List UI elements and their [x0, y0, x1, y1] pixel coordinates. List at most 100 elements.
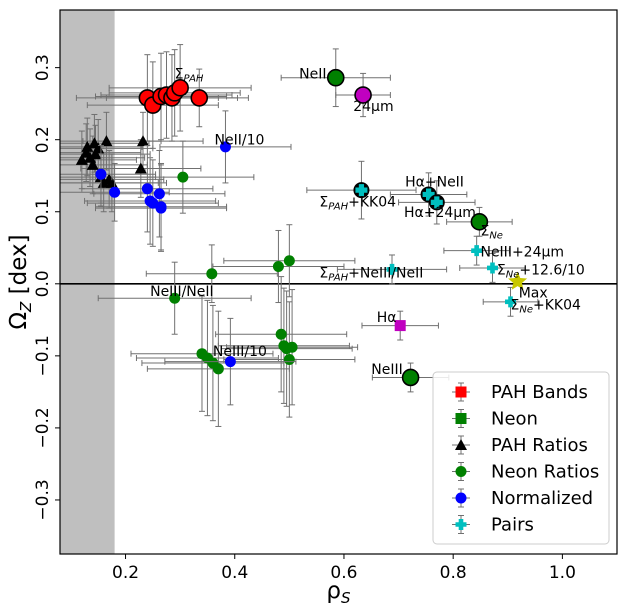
data-point	[95, 168, 107, 180]
annotation: ΣPAH+KK04	[319, 195, 396, 213]
data-point	[177, 171, 189, 183]
data-point	[171, 79, 189, 97]
data-point	[275, 328, 287, 340]
legend-entry: Normalized	[452, 488, 593, 509]
data-point	[137, 135, 150, 147]
data-point	[394, 320, 406, 332]
series-magenta	[335, 72, 391, 118]
y-tick-label: 0.0	[33, 270, 53, 297]
plot-area: ΣPAH NeII24μmNeII/10Hα+NeIIΣPAH+KK04Hα+24…	[60, 10, 617, 554]
data-point	[401, 368, 420, 387]
annotation-suffix: +KK04	[533, 298, 581, 314]
annotation: ΣPAH+NeIII/NeII	[319, 265, 423, 283]
y-axis-title-main: Ω	[6, 312, 32, 330]
annotation: NeIII	[371, 362, 402, 378]
y-tick-label: 0.3	[33, 54, 53, 81]
legend-label: PAH Bands	[491, 382, 588, 403]
data-point	[386, 263, 398, 275]
annotation-subscript: Ne	[489, 231, 503, 242]
series-normalized	[60, 110, 297, 406]
data-point	[471, 245, 483, 257]
annotation-text: Σ	[480, 224, 489, 240]
plot-content	[60, 10, 617, 554]
data-point	[89, 148, 102, 160]
annotation-text: Hα+24μm	[404, 205, 476, 221]
data-point	[109, 186, 121, 198]
annotation-text: Σ	[319, 265, 328, 281]
data-point	[155, 202, 167, 214]
legend-square-marker	[455, 386, 467, 398]
y-tick-label: −0.2	[33, 407, 53, 448]
y-tick-label: 0.2	[33, 126, 53, 153]
legend-label: Normalized	[491, 488, 593, 509]
legend-plus-marker	[455, 519, 467, 530]
legend-entry: PAH Ratios	[452, 435, 588, 456]
data-point	[169, 292, 181, 304]
annotation: NeIII/NeII	[150, 284, 214, 300]
annotation-text: NeIII+24μm	[480, 244, 564, 260]
data-point	[212, 363, 224, 375]
annotation: Hα+NeII	[405, 175, 464, 191]
annotation-subscript: Ne	[506, 269, 520, 280]
y-tick-label: −0.3	[33, 479, 53, 520]
legend-label: Pairs	[491, 515, 534, 536]
annotation-text: Σ	[497, 262, 506, 278]
annotation-suffix: +12.6/10	[519, 262, 584, 278]
legend: PAH Bands Neon PAH Ratios Neon Ratios Normal…	[432, 371, 610, 545]
data-point	[153, 188, 165, 200]
data-point	[326, 68, 345, 87]
annotation: NeIII+24μm	[480, 244, 564, 260]
legend-label: PAH Ratios	[491, 435, 588, 456]
x-tick-label: 0.6	[330, 563, 357, 583]
data-point	[100, 135, 113, 147]
annotation: ΣNe+12.6/10	[497, 262, 585, 280]
data-point	[422, 188, 435, 201]
legend-circle-marker	[455, 466, 467, 477]
series-max	[508, 271, 528, 290]
annotation-subscript: PAH	[184, 73, 204, 84]
annotation: Hα+24μm	[404, 205, 476, 221]
legend-label: Neon	[491, 409, 538, 430]
annotation-text: Σ	[175, 66, 184, 82]
legend-entry: Pairs	[452, 515, 534, 536]
annotation: 24μm	[353, 99, 393, 115]
annotation-text: NeIII	[371, 362, 402, 378]
data-point	[470, 213, 489, 231]
legend-square-marker	[455, 413, 467, 424]
legend-box	[432, 371, 610, 545]
annotation: NeII/10	[215, 133, 265, 149]
legend-entry: Neon	[452, 409, 538, 430]
annotation: Max	[519, 285, 548, 301]
data-point	[86, 158, 99, 170]
data-point	[283, 255, 295, 267]
annotation-subscript: PAH	[328, 202, 348, 213]
data-point	[272, 261, 284, 273]
series-pairs-circled-	[306, 160, 476, 225]
y-axis-title-suffix: [dex]	[6, 234, 32, 301]
annotation-text: NeIII/NeII	[150, 284, 214, 300]
x-tick-label: 0.2	[112, 563, 139, 583]
annotation-text: Σ	[319, 195, 328, 211]
y-tick-label: 0.1	[33, 198, 53, 225]
data-point	[354, 86, 372, 104]
series-neon-ratios	[97, 140, 359, 427]
data-point	[286, 341, 298, 353]
data-point	[190, 89, 209, 107]
data-point	[224, 356, 236, 368]
series-h-	[361, 310, 439, 341]
data-point	[486, 262, 498, 274]
annotation: ΣNe	[480, 224, 503, 242]
data-point	[206, 268, 218, 280]
data-point	[81, 140, 94, 152]
axes: 0.2 0.4 0.6 0.8 1.0 −0.3 −0.2 −0.1 0.0 0.1 0.2 0.3 ρ…	[6, 9, 618, 607]
annotation-suffix: +NeIII/NeII	[348, 265, 423, 281]
legend-triangle-marker	[455, 439, 467, 450]
data-point	[134, 162, 147, 174]
data-point	[355, 184, 368, 197]
annotation: ΣPAH	[175, 66, 204, 84]
data-point	[508, 271, 528, 290]
series-pah-bands	[75, 44, 252, 149]
x-axis-title-sub: S	[341, 589, 351, 607]
x-axis-title-main: ρ	[326, 578, 341, 604]
